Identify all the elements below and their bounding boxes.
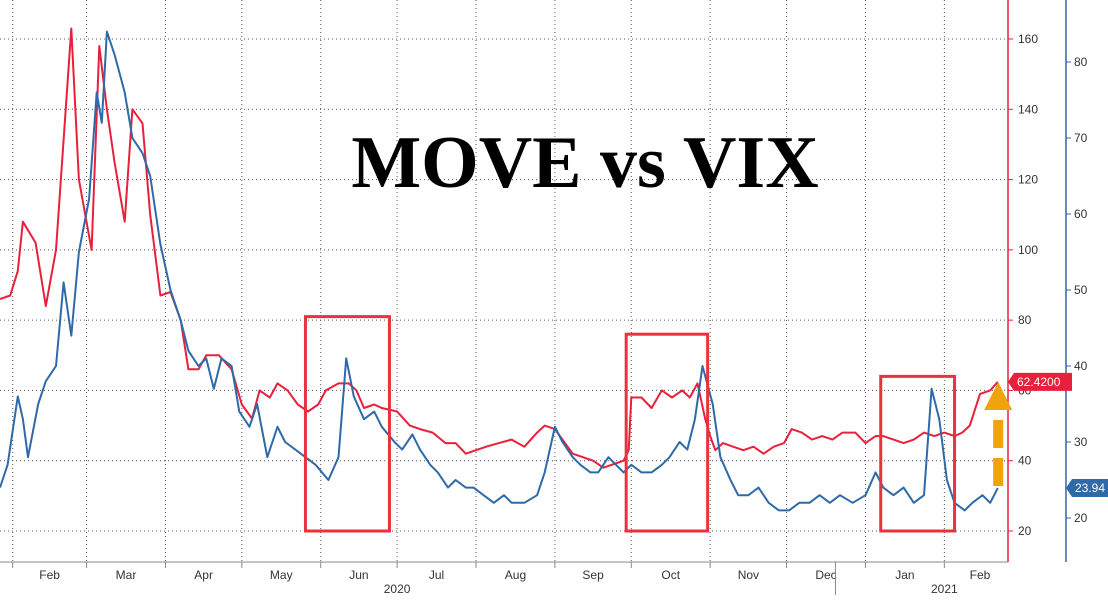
highlight-box-2	[624, 332, 710, 533]
x-axis-month-label: May	[270, 568, 293, 582]
series-line-red	[0, 27, 999, 469]
x-axis-month-label: Sep	[582, 568, 604, 582]
x-axis-month-label: Feb	[970, 568, 991, 582]
red-axis-tick-label: 80	[1018, 313, 1032, 327]
x-axis-month-label: Dec	[815, 568, 836, 582]
red-axis-tick-label: 100	[1018, 243, 1038, 257]
x-axis-month-label: Apr	[194, 568, 213, 582]
last-value-badge-red	[1008, 372, 1072, 391]
red-axis-tick-label: 40	[1018, 454, 1032, 468]
chart-title: MOVE vs VIX	[351, 122, 818, 204]
blue-axis-tick-label: 30	[1074, 435, 1088, 449]
red-axis-tick-label: 160	[1018, 32, 1038, 46]
last-value-label-red: 62.4200	[1017, 375, 1061, 389]
x-axis-month-label: Oct	[661, 568, 680, 582]
blue-axis-tick-label: 50	[1074, 283, 1088, 297]
red-axis-tick-label: 120	[1018, 173, 1038, 187]
blue-axis-tick-label: 20	[1074, 511, 1088, 525]
x-axis-month-label: Jan	[895, 568, 914, 582]
x-axis-month-label: Nov	[738, 568, 759, 582]
blue-axis-tick-label: 40	[1074, 359, 1088, 373]
x-axis-month-label: Mar	[116, 568, 137, 582]
series-line-blue	[0, 30, 999, 512]
arrow-head-icon	[984, 382, 1013, 410]
blue-axis-tick-label: 60	[1074, 207, 1088, 221]
series-layer	[0, 27, 999, 512]
highlight-box-3	[879, 374, 957, 533]
x-axis-year-label: 2020	[384, 582, 411, 595]
last-value-label-blue: 23.94	[1075, 481, 1105, 495]
arrow-dash-1	[993, 420, 1004, 448]
x-axis-month-label: Jun	[349, 568, 368, 582]
grid-layer	[0, 0, 1008, 562]
x-axis-year-label: 2021	[931, 582, 958, 595]
blue-axis-tick-label: 80	[1074, 55, 1088, 69]
blue-axis-tick-label: 70	[1074, 131, 1088, 145]
arrow-dash-2	[993, 458, 1004, 486]
x-axis-month-label: Jul	[429, 568, 444, 582]
x-axis-month-label: Feb	[39, 568, 60, 582]
highlight-box-layer	[303, 315, 957, 533]
annotation-layer	[984, 382, 1013, 486]
red-axis-tick-label: 20	[1018, 524, 1032, 538]
red-axis-tick-label: 140	[1018, 102, 1038, 116]
highlight-box-1	[303, 315, 391, 533]
x-axis-month-label: Aug	[505, 568, 526, 582]
last-value-badge-blue	[1066, 479, 1108, 498]
